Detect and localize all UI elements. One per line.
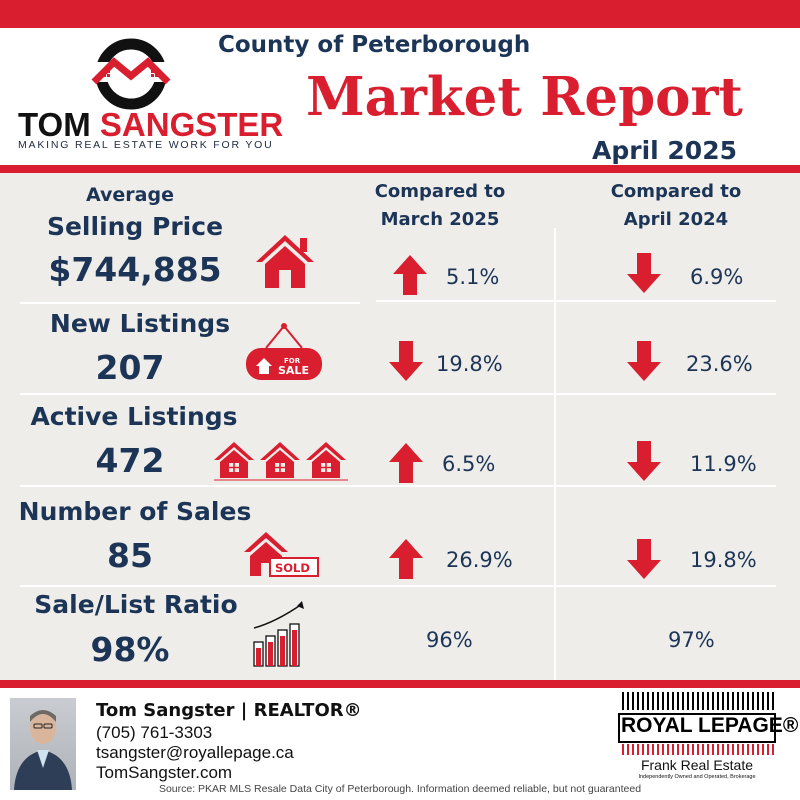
metric-title-sale-list-ratio: Sale/List Ratio: [34, 590, 238, 619]
change-vs-previous-month: 26.9%: [446, 548, 513, 572]
row-divider: [376, 300, 776, 302]
down-arrow-icon: [627, 253, 661, 293]
stats-panel: [0, 173, 800, 680]
metric-title-new-listings: New Listings: [49, 309, 231, 338]
change-vs-previous-year: 6.9%: [690, 265, 744, 289]
change-vs-previous-year: 23.6%: [686, 352, 753, 376]
down-arrow-icon: [389, 341, 423, 381]
header: [0, 28, 800, 165]
ratio-previous-year: 97%: [668, 628, 715, 652]
agent-photo: [10, 698, 76, 790]
house-icon: [256, 235, 314, 288]
compare-column-header-2: Compared to April 2024: [610, 181, 742, 230]
agent-tagline: MAKING REAL ESTATE WORK FOR YOU: [18, 139, 274, 151]
metric-title-number-of-sales: Number of Sales: [18, 497, 252, 526]
svg-text:SOLD: SOLD: [275, 561, 310, 575]
brokerage-logo: ROYAL LEPAGE®: [621, 714, 799, 737]
metric-title-selling-price: Selling Price: [46, 212, 224, 241]
change-vs-previous-year: 11.9%: [690, 452, 757, 476]
up-arrow-icon: [389, 539, 423, 579]
change-vs-previous-month: 6.5%: [442, 452, 496, 476]
up-arrow-icon: [389, 443, 423, 483]
agent-name: Tom Sangster | REALTOR®: [96, 700, 362, 721]
sold-house-icon: SOLD: [244, 532, 319, 577]
up-arrow-icon: [393, 255, 427, 295]
svg-text:SALE: SALE: [278, 364, 309, 377]
metric-title-active-listings: Active Listings: [30, 402, 238, 431]
header-divider: [0, 165, 800, 173]
metric-value-sale-list-ratio: 98%: [90, 630, 170, 669]
agent-phone[interactable]: (705) 761-3303: [96, 723, 213, 742]
agent-website[interactable]: TomSangster.com: [96, 763, 233, 782]
down-arrow-icon: [627, 441, 661, 481]
metric-value-average-price: $744,885: [48, 250, 222, 289]
brokerage-logo-red-bars: [622, 744, 774, 755]
report-title: Market Report: [306, 66, 743, 128]
down-arrow-icon: [627, 341, 661, 381]
source-note: Source: PKAR MLS Resale Data City of Pet…: [158, 783, 642, 795]
county-title: County of Peterborough: [218, 32, 531, 58]
row-divider: [20, 302, 360, 304]
row-divider: [20, 585, 776, 587]
three-houses-icon: [214, 442, 348, 481]
column-divider: [554, 228, 556, 680]
brokerage-logo-box: [618, 713, 776, 743]
agent-brand-name: TOM SANGSTER: [18, 106, 284, 143]
brokerage-logo-bars: [622, 692, 774, 710]
for-sale-sign-icon: FOR SALE: [246, 323, 322, 380]
metric-value-active-listings: 472: [95, 441, 165, 480]
agent-email[interactable]: tsangster@royallepage.ca: [96, 743, 294, 762]
ratio-previous-month: 96%: [426, 628, 473, 652]
change-vs-previous-year: 19.8%: [690, 548, 757, 572]
metric-value-number-of-sales: 85: [107, 536, 153, 575]
footer-divider: [0, 680, 800, 688]
change-vs-previous-month: 5.1%: [446, 265, 500, 289]
compare-column-header-1: Compared to March 2025: [374, 181, 506, 230]
rising-bar-chart-icon: [253, 601, 304, 667]
svg-text:FOR: FOR: [284, 357, 301, 365]
brokerage-name: Frank Real Estate: [640, 757, 754, 773]
metric-value-new-listings: 207: [95, 348, 165, 387]
row-divider: [20, 485, 776, 487]
change-vs-previous-month: 19.8%: [436, 352, 503, 376]
row-divider: [20, 393, 776, 395]
top-red-bar: [0, 0, 800, 28]
down-arrow-icon: [627, 539, 661, 579]
metric-title-average: Average: [86, 184, 174, 206]
agent-logo-icon: [88, 38, 174, 110]
brokerage-subtext: Independently Owned and Operated, Broker…: [638, 774, 756, 780]
report-month: April 2025: [592, 136, 737, 165]
